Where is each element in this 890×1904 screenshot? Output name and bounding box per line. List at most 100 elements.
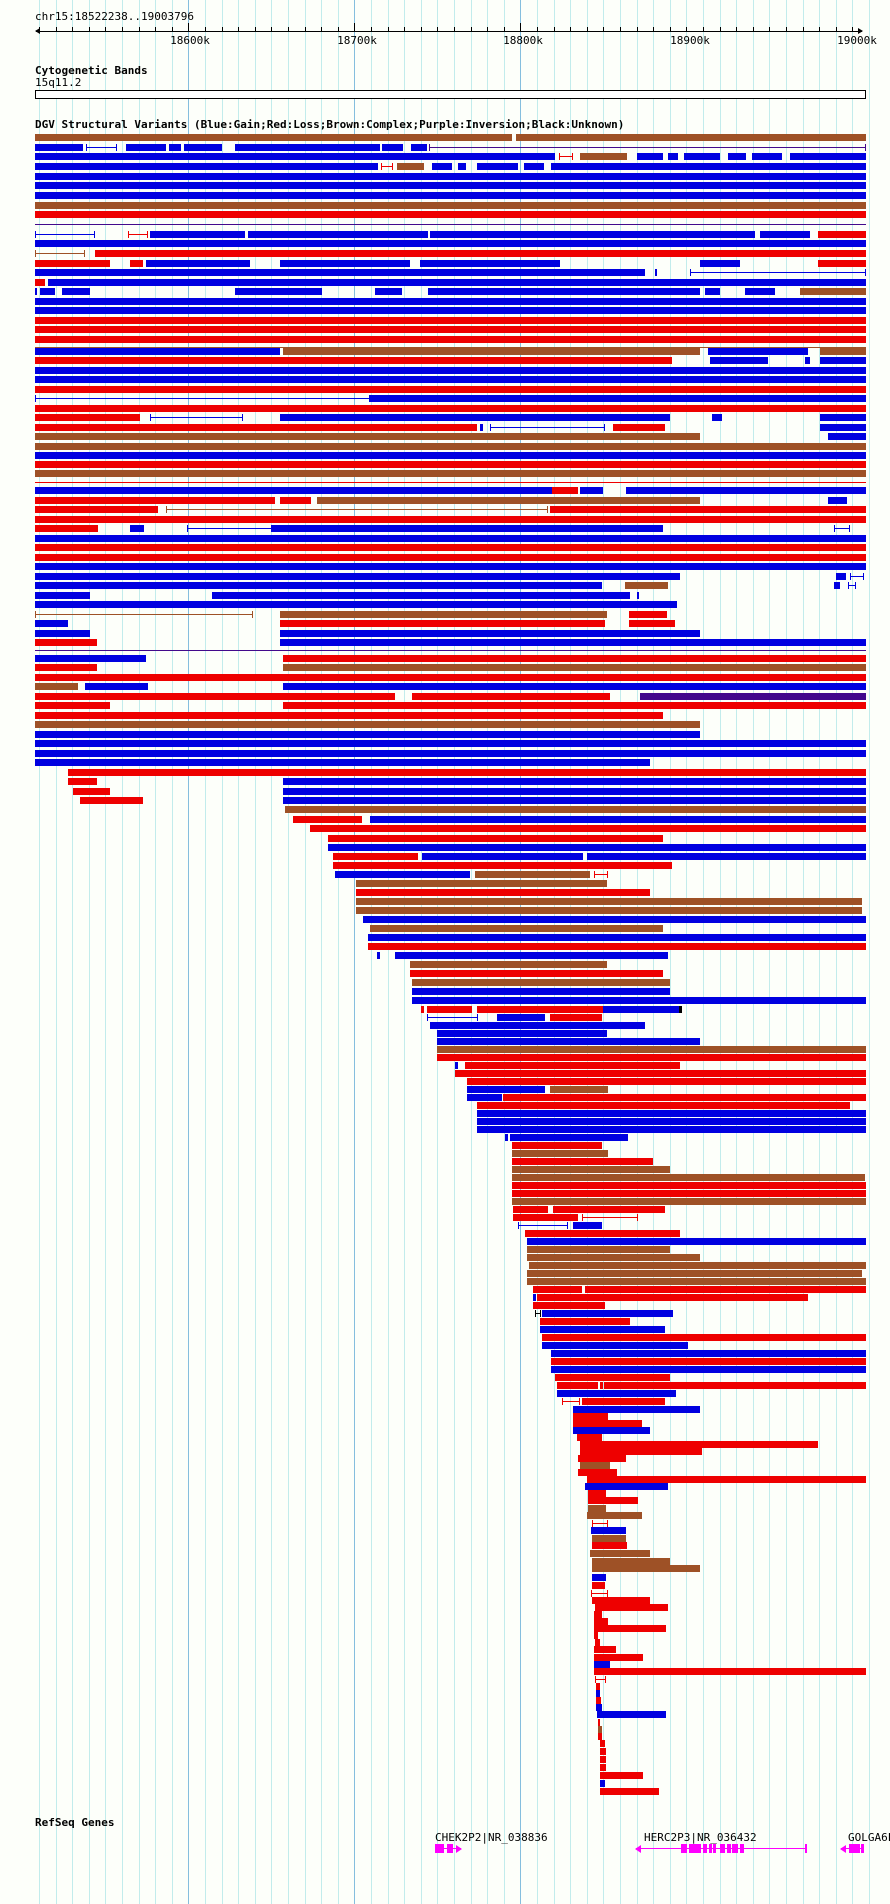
variant-bar[interactable] [35, 487, 555, 494]
variant-bar[interactable] [437, 1030, 607, 1037]
variant-bar[interactable] [580, 487, 603, 494]
variant-bar[interactable] [551, 1366, 866, 1373]
variant-bar[interactable] [512, 1142, 602, 1149]
variant-bar[interactable] [573, 1406, 700, 1413]
variant-line[interactable] [35, 482, 866, 483]
variant-bar[interactable] [637, 153, 663, 160]
variant-bar[interactable] [591, 1527, 626, 1534]
variant-bar[interactable] [35, 731, 700, 738]
variant-bar[interactable] [411, 144, 427, 151]
variant-whisker[interactable] [595, 1676, 606, 1683]
variant-bar[interactable] [540, 1326, 665, 1333]
variant-bar[interactable] [512, 1158, 653, 1165]
variant-bar[interactable] [328, 835, 663, 842]
variant-bar[interactable] [35, 639, 97, 646]
variant-bar[interactable] [580, 1448, 702, 1455]
variant-whisker[interactable] [150, 414, 243, 421]
variant-whisker[interactable] [690, 269, 866, 276]
variant-bar[interactable] [594, 1611, 602, 1618]
variant-bar[interactable] [790, 153, 866, 160]
variant-bar[interactable] [455, 1070, 866, 1077]
variant-bar[interactable] [598, 1719, 600, 1726]
variant-bar[interactable] [280, 611, 607, 618]
variant-bar[interactable] [397, 163, 424, 170]
variant-bar[interactable] [588, 1505, 606, 1512]
variant-bar[interactable] [35, 348, 280, 355]
variant-bar[interactable] [48, 279, 866, 286]
variant-whisker[interactable] [582, 1214, 638, 1221]
variant-bar[interactable] [370, 816, 866, 823]
variant-bar[interactable] [540, 1318, 630, 1325]
variant-bar[interactable] [455, 1062, 458, 1069]
variant-bar[interactable] [283, 655, 866, 662]
variant-whisker[interactable] [591, 1590, 608, 1597]
variant-bar[interactable] [596, 1697, 601, 1704]
variant-bar[interactable] [126, 144, 166, 151]
variant-bar[interactable] [437, 1046, 866, 1053]
variant-bar[interactable] [553, 1206, 665, 1213]
variant-bar[interactable] [818, 231, 866, 238]
variant-bar[interactable] [477, 1006, 603, 1013]
variant-bar[interactable] [35, 288, 37, 295]
variant-bar[interactable] [828, 433, 866, 440]
variant-bar[interactable] [68, 778, 97, 785]
variant-bar[interactable] [533, 1302, 605, 1309]
variant-bar[interactable] [35, 357, 672, 364]
variant-bar[interactable] [512, 1150, 608, 1157]
variant-bar[interactable] [285, 806, 866, 813]
gene-exon[interactable] [435, 1844, 444, 1853]
variant-bar[interactable] [467, 1086, 545, 1093]
gene-label[interactable]: HERC2P3|NR_036432 [644, 1831, 757, 1844]
variant-bar[interactable] [684, 153, 720, 160]
variant-bar[interactable] [603, 1006, 679, 1013]
variant-bar[interactable] [280, 414, 670, 421]
variant-bar[interactable] [578, 1455, 626, 1462]
variant-bar[interactable] [573, 1420, 642, 1427]
variant-bar[interactable] [35, 336, 866, 343]
variant-whisker[interactable] [187, 525, 272, 532]
variant-whisker[interactable] [429, 144, 866, 151]
variant-bar[interactable] [596, 1690, 600, 1697]
variant-whisker[interactable] [86, 144, 117, 151]
variant-bar[interactable] [35, 240, 866, 247]
variant-bar[interactable] [35, 750, 866, 757]
variant-bar[interactable] [600, 1756, 606, 1763]
variant-whisker[interactable] [518, 1222, 568, 1229]
variant-bar[interactable] [594, 1646, 616, 1653]
variant-bar[interactable] [283, 348, 700, 355]
variant-whisker[interactable] [559, 153, 573, 160]
variant-bar[interactable] [626, 487, 866, 494]
variant-bar[interactable] [272, 525, 663, 532]
variant-bar[interactable] [655, 269, 657, 276]
variant-bar[interactable] [35, 620, 68, 627]
variant-bar[interactable] [712, 414, 722, 421]
variant-bar[interactable] [640, 693, 866, 700]
variant-bar[interactable] [35, 414, 140, 421]
variant-bar[interactable] [512, 1174, 865, 1181]
variant-whisker[interactable] [35, 231, 95, 238]
variant-bar[interactable] [35, 497, 275, 504]
variant-bar[interactable] [35, 317, 866, 324]
variant-bar[interactable] [580, 153, 627, 160]
variant-whisker[interactable] [166, 506, 548, 513]
variant-bar[interactable] [35, 452, 866, 459]
variant-bar[interactable] [35, 721, 700, 728]
variant-bar[interactable] [35, 516, 866, 523]
variant-bar[interactable] [35, 386, 866, 393]
variant-bar[interactable] [382, 144, 403, 151]
variant-bar[interactable] [557, 1390, 676, 1397]
variant-bar[interactable] [35, 554, 866, 561]
variant-bar[interactable] [283, 788, 866, 795]
gene-label[interactable]: CHEK2P2|NR_038836 [435, 1831, 548, 1844]
variant-bar[interactable] [437, 1054, 866, 1061]
variant-whisker[interactable] [35, 250, 85, 257]
variant-bar[interactable] [527, 1238, 866, 1245]
variant-bar[interactable] [280, 630, 700, 637]
variant-bar[interactable] [40, 288, 55, 295]
gene-exon[interactable] [447, 1844, 453, 1853]
variant-bar[interactable] [235, 144, 380, 151]
variant-bar[interactable] [573, 1427, 650, 1434]
variant-bar[interactable] [598, 1733, 602, 1740]
variant-bar[interactable] [370, 925, 663, 932]
variant-bar[interactable] [35, 269, 645, 276]
